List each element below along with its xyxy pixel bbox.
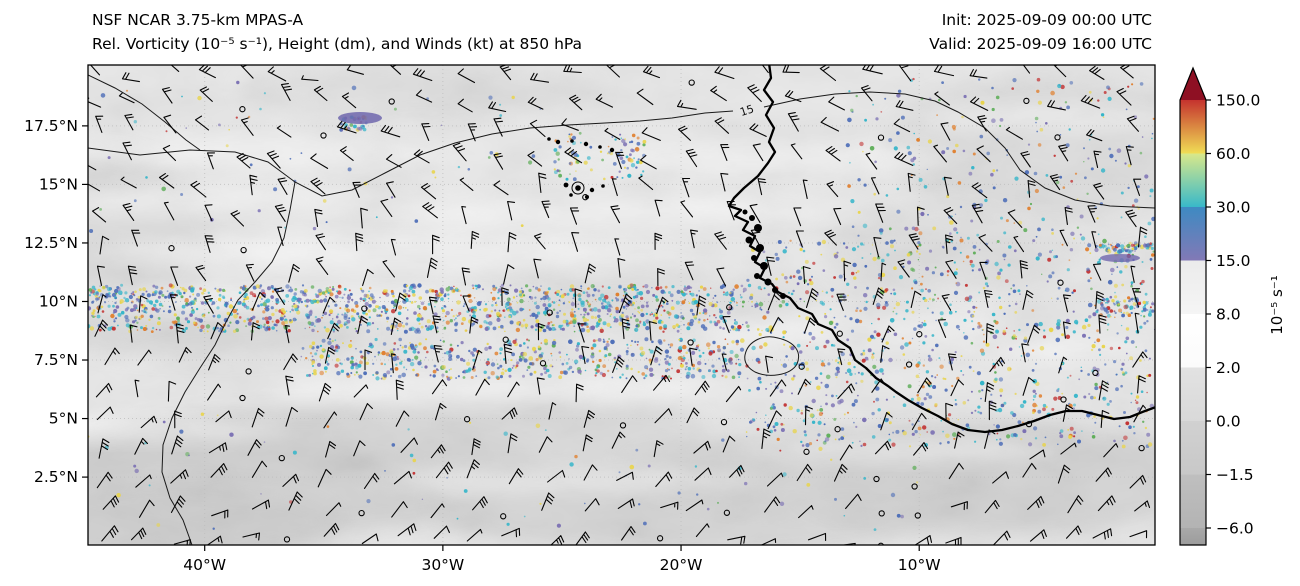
island: [583, 141, 589, 147]
island: [563, 182, 569, 188]
island: [609, 147, 615, 153]
x-tick-label: 10°W: [898, 556, 941, 574]
island: [575, 185, 581, 191]
y-tick-label: 17.5°N: [24, 117, 78, 135]
colorbar-tick-label: 30.0: [1216, 199, 1251, 217]
island: [589, 187, 595, 193]
colorbar-tick-label: 60.0: [1216, 145, 1251, 163]
island: [601, 184, 605, 188]
island: [598, 145, 602, 149]
colorbar-extend-arrow: [1180, 68, 1206, 100]
colorbar-unit-label: 10⁻⁵ s⁻¹: [1268, 275, 1286, 335]
y-tick-label: 12.5°N: [24, 234, 78, 252]
x-tick-label: 20°W: [660, 556, 703, 574]
colorbar-tick-label: −1.5: [1216, 466, 1254, 484]
colorbar-tick-label: 2.0: [1216, 359, 1241, 377]
plot-subtitle: Rel. Vorticity (10⁻⁵ s⁻¹), Height (dm), …: [92, 35, 583, 53]
y-tick-label: 10°N: [39, 292, 78, 310]
vorticity-shading: [88, 65, 1155, 545]
island: [569, 193, 573, 197]
valid-time: Valid: 2025-09-09 16:00 UTC: [929, 35, 1152, 53]
axes: 40°W 30°W 20°W 10°W 17.5°N 15°N 12.5°N 10°N 7.5°…: [24, 64, 1156, 574]
graticule-gridlines: [88, 65, 1155, 545]
x-tick-label: 40°W: [183, 556, 226, 574]
run-times: Init: 2025-09-09 00:00 UTC Valid: 2025-0…: [929, 8, 1152, 56]
y-tick-label: 5°N: [49, 410, 78, 428]
y-tick-label: 7.5°N: [34, 351, 78, 369]
colorbar-tick-label: 8.0: [1216, 306, 1241, 324]
colorbar-tick-label: −6.0: [1216, 520, 1254, 538]
wind-barbs: [88, 65, 1151, 545]
model-title: NSF NCAR 3.75-km MPAS-A: [92, 11, 304, 29]
y-tick-label: 15°N: [39, 175, 78, 193]
x-tick-label: 30°W: [421, 556, 464, 574]
map-layers: 15: [88, 65, 1155, 545]
island: [547, 137, 551, 141]
height-contours: 15: [88, 74, 1155, 545]
init-time: Init: 2025-09-09 00:00 UTC: [941, 11, 1152, 29]
colorbar: 150.0 60.0 30.0 15.0 8.0 2.0 0.0 −1.5 −6.0: [1179, 66, 1260, 546]
contour-label: 15: [738, 102, 755, 119]
colorbar-tick-label: 0.0: [1216, 413, 1241, 431]
colorbar-tick-label: 150.0: [1216, 92, 1260, 110]
y-tick-label: 2.5°N: [34, 468, 78, 486]
island: [570, 139, 574, 143]
plot-titles: NSF NCAR 3.75-km MPAS-A Rel. Vorticity (…: [92, 8, 582, 56]
island: [555, 139, 561, 145]
colorbar-tick-label: 15.0: [1216, 252, 1251, 270]
